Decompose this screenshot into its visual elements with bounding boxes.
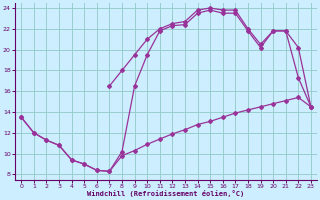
X-axis label: Windchill (Refroidissement éolien,°C): Windchill (Refroidissement éolien,°C) <box>87 190 245 197</box>
